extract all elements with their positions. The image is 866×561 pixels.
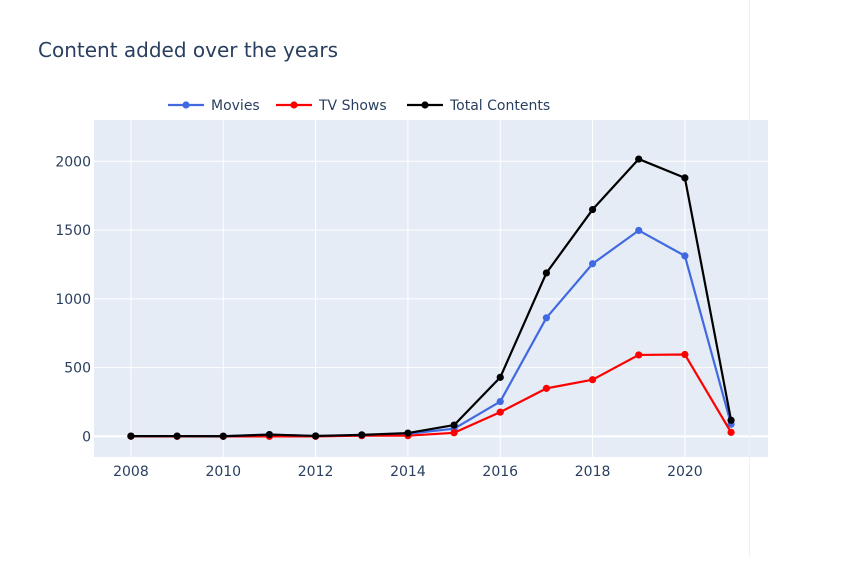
y-tick-label: 1500 bbox=[55, 223, 91, 239]
x-tick-label: 2010 bbox=[205, 464, 241, 480]
data-point[interactable] bbox=[542, 384, 551, 392]
y-tick-label: 0 bbox=[82, 429, 91, 445]
legend-swatch-marker bbox=[421, 101, 429, 109]
data-point[interactable] bbox=[404, 429, 412, 437]
legend-box bbox=[161, 92, 566, 120]
data-point[interactable] bbox=[450, 429, 458, 437]
data-point[interactable] bbox=[681, 252, 689, 260]
data-point[interactable] bbox=[265, 430, 274, 439]
data-point[interactable] bbox=[588, 205, 597, 214]
plot-area bbox=[94, 120, 768, 457]
data-point[interactable] bbox=[450, 421, 458, 429]
series-line bbox=[130, 157, 733, 438]
data-point[interactable] bbox=[635, 226, 643, 235]
axis-tick-labels: 2008 2010 2012 2014 2016 2018 2020 0 500 1000 1500… bbox=[55, 154, 702, 480]
x-tick-label: 2008 bbox=[113, 464, 149, 480]
data-point[interactable] bbox=[727, 428, 735, 436]
legend-label: TV Shows bbox=[318, 98, 387, 114]
legend-item-total-contents[interactable]: Total Contents bbox=[407, 98, 550, 114]
series-total-contents bbox=[127, 155, 735, 440]
legend-swatch-marker bbox=[290, 101, 298, 109]
legend-item-movies[interactable]: Movies bbox=[168, 98, 260, 114]
chart-title: Content added over the years bbox=[38, 38, 338, 62]
legend-swatch-marker bbox=[182, 101, 190, 109]
series-layer bbox=[127, 155, 735, 440]
data-point[interactable] bbox=[173, 432, 181, 440]
x-tick-label: 2020 bbox=[667, 464, 703, 480]
data-point[interactable] bbox=[588, 376, 597, 384]
data-point[interactable] bbox=[496, 397, 504, 406]
y-tick-label: 2000 bbox=[55, 154, 91, 170]
y-tick-label: 500 bbox=[64, 361, 91, 377]
data-point[interactable] bbox=[542, 314, 551, 322]
data-point[interactable] bbox=[542, 269, 551, 277]
legend-label: Movies bbox=[211, 98, 260, 114]
data-point[interactable] bbox=[358, 431, 366, 439]
x-tick-label: 2012 bbox=[298, 464, 334, 480]
data-point[interactable] bbox=[727, 416, 735, 424]
data-point[interactable] bbox=[496, 408, 504, 416]
legend-item-tv-shows[interactable]: TV Shows bbox=[276, 98, 387, 114]
x-tick-label: 2014 bbox=[390, 464, 426, 480]
data-point[interactable] bbox=[681, 174, 689, 182]
legend[interactable]: Movies TV Shows Total Contents bbox=[161, 92, 566, 120]
y-tick-label: 1000 bbox=[55, 292, 91, 308]
data-point[interactable] bbox=[311, 432, 320, 440]
data-point[interactable] bbox=[681, 350, 689, 359]
x-tick-label: 2018 bbox=[575, 464, 611, 480]
data-point[interactable] bbox=[496, 373, 504, 381]
data-point[interactable] bbox=[635, 155, 643, 163]
data-point[interactable] bbox=[127, 432, 135, 440]
legend-label: Total Contents bbox=[449, 98, 550, 114]
data-point[interactable] bbox=[588, 260, 597, 268]
panel-divider bbox=[749, 0, 750, 557]
data-point[interactable] bbox=[635, 351, 643, 359]
data-point[interactable] bbox=[219, 432, 227, 440]
x-tick-label: 2016 bbox=[482, 464, 518, 480]
